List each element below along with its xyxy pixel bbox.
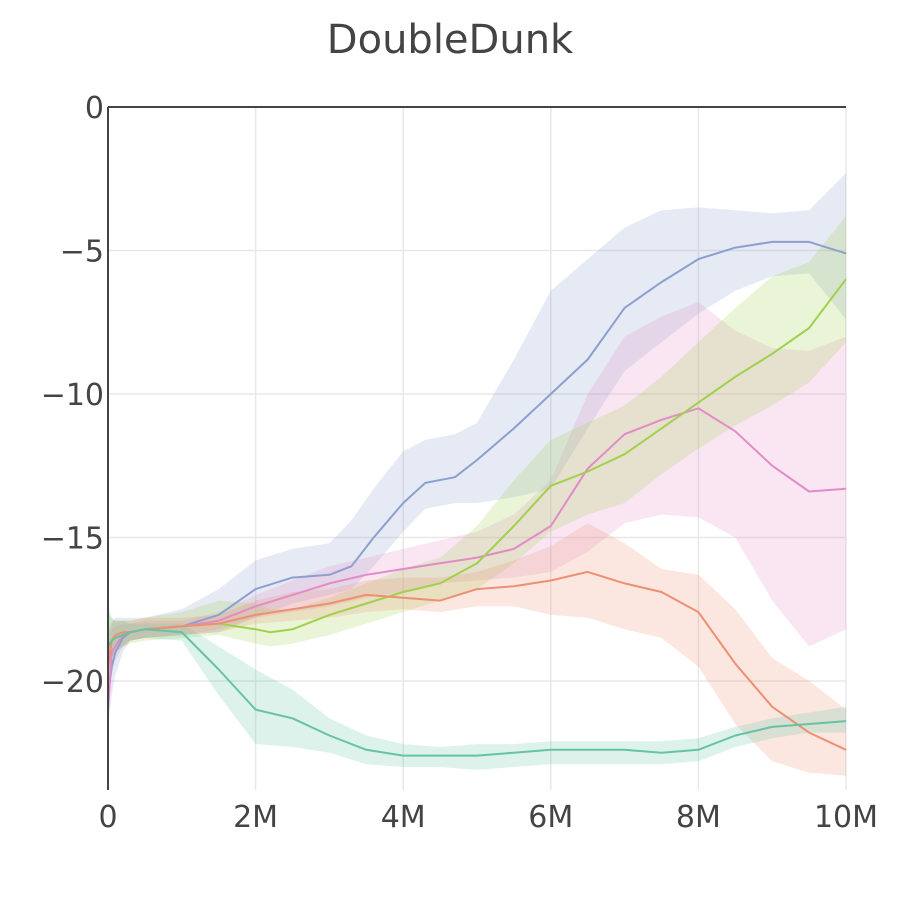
x-tick-label: 4M — [381, 800, 426, 835]
y-tick-label: 0 — [85, 91, 104, 126]
axes — [107, 106, 846, 790]
blue-band — [108, 173, 846, 724]
y-tick-labels: 0 −5 −10 −15 −20 — [41, 91, 104, 700]
series-lines — [107, 240, 847, 757]
x-tick-label: 8M — [676, 800, 721, 835]
x-tick-labels: 0 2M 4M 6M 8M 10M — [98, 800, 878, 835]
y-tick-label: −5 — [60, 234, 104, 269]
gridlines — [108, 107, 847, 790]
pink-band — [108, 302, 846, 724]
teal-band — [108, 606, 846, 770]
confidence-bands — [108, 173, 846, 776]
y-tick-label: −10 — [41, 378, 104, 413]
y-tick-label: −15 — [41, 521, 104, 556]
y-tick-label: −20 — [41, 665, 104, 700]
x-tick-label: 2M — [233, 800, 278, 835]
x-tick-label: 0 — [98, 800, 117, 835]
chart-title: DoubleDunk — [327, 17, 574, 63]
teal-series-line — [107, 628, 847, 757]
orange-band — [108, 523, 846, 776]
light-green-band — [108, 216, 846, 670]
x-tick-label: 6M — [528, 800, 573, 835]
x-tick-label: 10M — [814, 800, 878, 835]
